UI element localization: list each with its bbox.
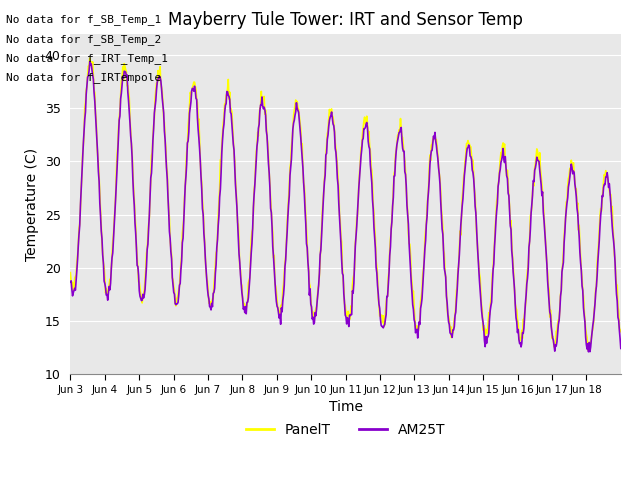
X-axis label: Time: Time [328, 400, 363, 414]
Text: No data for f_SB_Temp_2: No data for f_SB_Temp_2 [6, 34, 162, 45]
Text: No data for f_SB_Temp_1: No data for f_SB_Temp_1 [6, 14, 162, 25]
Title: Mayberry Tule Tower: IRT and Sensor Temp: Mayberry Tule Tower: IRT and Sensor Temp [168, 11, 523, 29]
Text: No data for f_IRTempole: No data for f_IRTempole [6, 72, 162, 83]
Y-axis label: Temperature (C): Temperature (C) [25, 147, 39, 261]
Legend: PanelT, AM25T: PanelT, AM25T [241, 417, 451, 443]
Text: No data for f_IRT_Temp_1: No data for f_IRT_Temp_1 [6, 53, 168, 64]
